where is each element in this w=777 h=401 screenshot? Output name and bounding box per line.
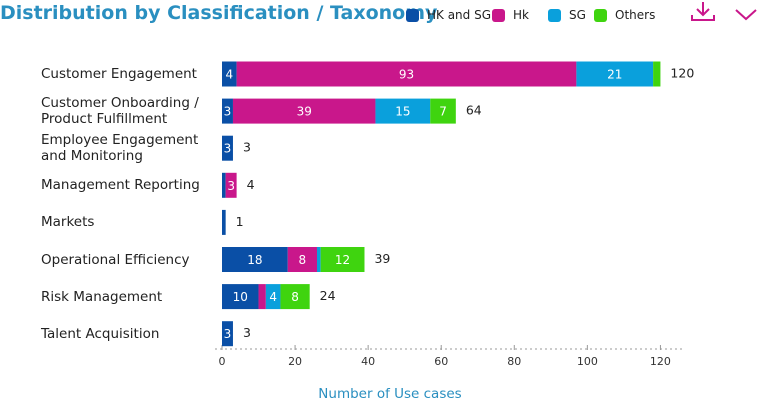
- total-label: 3: [243, 140, 251, 155]
- legend-item[interactable]: HK and SG: [406, 8, 491, 22]
- value-label: 39: [297, 105, 312, 119]
- bar-segment: [316, 247, 321, 272]
- value-label: 7: [439, 105, 447, 119]
- legend-swatch: [492, 8, 505, 22]
- bar-segment: [258, 284, 266, 310]
- value-label: 10: [233, 290, 248, 304]
- category-label: Employee Engagement and Monitoring: [41, 132, 199, 165]
- legend-label: SG: [569, 8, 586, 22]
- value-label: 3: [227, 179, 235, 193]
- bar-segment: [265, 284, 281, 310]
- category-label: Management Reporting: [41, 177, 200, 194]
- x-tick-label: 20: [288, 355, 302, 368]
- legend-label: Hk: [513, 8, 529, 22]
- bar-segment: [236, 61, 577, 87]
- bar-segment: [222, 98, 233, 124]
- total-label: 64: [466, 103, 482, 118]
- value-label: 3: [224, 327, 232, 341]
- value-label: 4: [225, 68, 233, 82]
- download-icon[interactable]: [691, 2, 715, 21]
- category-label: Customer Onboarding / Product Fulfillmen…: [41, 95, 199, 128]
- value-label: 8: [299, 253, 307, 267]
- legend-item[interactable]: Others: [594, 8, 655, 22]
- value-label: 12: [335, 253, 350, 267]
- value-label: 3: [224, 142, 232, 156]
- total-label: 4: [247, 177, 255, 192]
- value-label: 93: [399, 68, 414, 82]
- bar-segment: [375, 98, 431, 124]
- category-label: Markets: [41, 214, 95, 231]
- bar-segment: [222, 247, 288, 272]
- total-label: 1: [236, 214, 244, 229]
- total-label: 120: [670, 66, 694, 81]
- value-label: 4: [269, 290, 277, 304]
- category-label: Operational Efficiency: [41, 251, 190, 268]
- value-label: 3: [224, 105, 232, 119]
- x-tick-label: 80: [507, 355, 521, 368]
- legend-swatch: [406, 8, 419, 22]
- bar-segment: [280, 284, 310, 310]
- total-label: 3: [243, 325, 251, 340]
- bar-segment: [320, 247, 365, 272]
- legend-swatch: [594, 8, 607, 22]
- bar-segment: [653, 61, 661, 87]
- legend-label: Others: [615, 8, 656, 22]
- value-label: 21: [607, 68, 622, 82]
- category-label: Customer Engagement: [41, 66, 197, 82]
- bar-segment: [222, 321, 233, 347]
- x-tick-label: 40: [361, 355, 375, 368]
- x-tick-label: 0: [219, 355, 226, 368]
- legend-label: HK and SG: [427, 8, 492, 22]
- total-label: 39: [374, 251, 390, 266]
- bar-segment: [225, 172, 237, 198]
- x-tick-label: 120: [650, 355, 671, 368]
- x-tick-label: 60: [434, 355, 448, 368]
- bar-segment: [222, 135, 233, 161]
- x-tick-label: 100: [577, 355, 598, 368]
- collapse-icon[interactable]: [735, 9, 757, 21]
- bar-segment: [430, 98, 456, 124]
- legend-item[interactable]: Hk: [492, 8, 529, 22]
- value-label: 18: [247, 253, 262, 267]
- chart-title: Distribution by Classification / Taxonom…: [0, 2, 438, 24]
- category-label: Talent Acquisition: [41, 325, 160, 342]
- category-label: Risk Management: [41, 288, 163, 305]
- bar-segment: [222, 209, 226, 235]
- legend-swatch: [548, 8, 561, 22]
- bar-segment: [576, 61, 654, 87]
- bar-segment: [222, 172, 226, 198]
- bar-segment: [287, 247, 317, 272]
- x-axis-label: Number of Use cases: [318, 386, 462, 401]
- value-label: 8: [291, 290, 299, 304]
- legend-item[interactable]: SG: [548, 8, 586, 22]
- bar-segment: [222, 284, 259, 310]
- value-label: 15: [395, 105, 410, 119]
- bar-segment: [222, 61, 237, 87]
- bar-segment: [232, 98, 376, 124]
- total-label: 24: [320, 288, 336, 303]
